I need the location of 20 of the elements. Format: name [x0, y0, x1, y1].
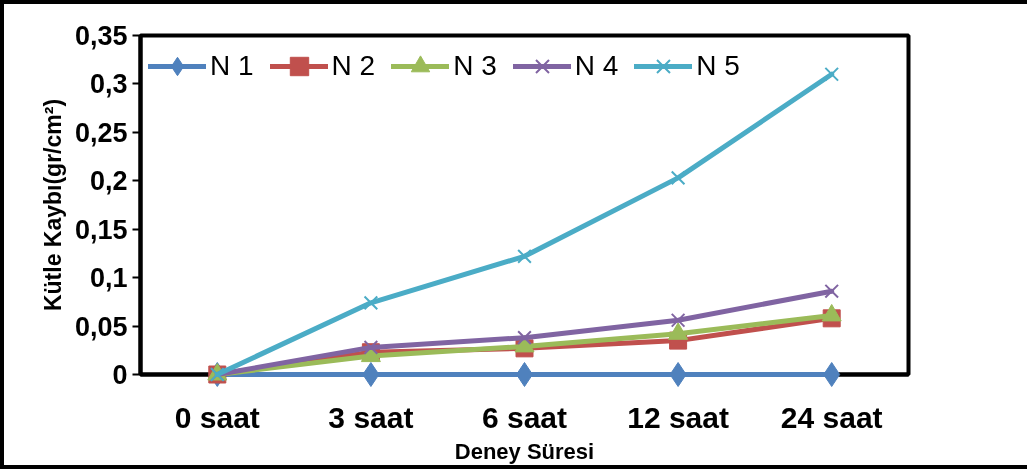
x-axis-title: Deney Süresi — [454, 438, 595, 464]
x-tick-label: 0 saat — [174, 400, 260, 434]
legend-label: N 5 — [696, 50, 740, 82]
legend-label: N 1 — [210, 50, 254, 82]
x-tick-label: 3 saat — [328, 400, 414, 434]
y-tick-label: 0,3 — [89, 69, 128, 100]
y-tick-label: 0 — [112, 360, 128, 390]
y-tick-label: 0,05 — [74, 311, 128, 342]
legend-label: N 4 — [574, 50, 619, 82]
x-tick-label: 12 saat — [627, 400, 729, 434]
y-tick-label: 0,15 — [74, 214, 128, 245]
y-tick-label: 0,35 — [74, 21, 128, 51]
x-tick-label: 24 saat — [780, 400, 883, 434]
legend-label: N 3 — [453, 50, 497, 82]
y-tick-label: 0,25 — [74, 117, 128, 148]
y-axis-title: Kütle Kaybı(gr/cm²) — [39, 98, 66, 312]
y-tick-label: 0,1 — [89, 263, 128, 294]
legend-label: N 2 — [331, 50, 376, 82]
y-tick-label: 0,2 — [89, 166, 128, 197]
x-tick-label: 6 saat — [481, 400, 568, 434]
